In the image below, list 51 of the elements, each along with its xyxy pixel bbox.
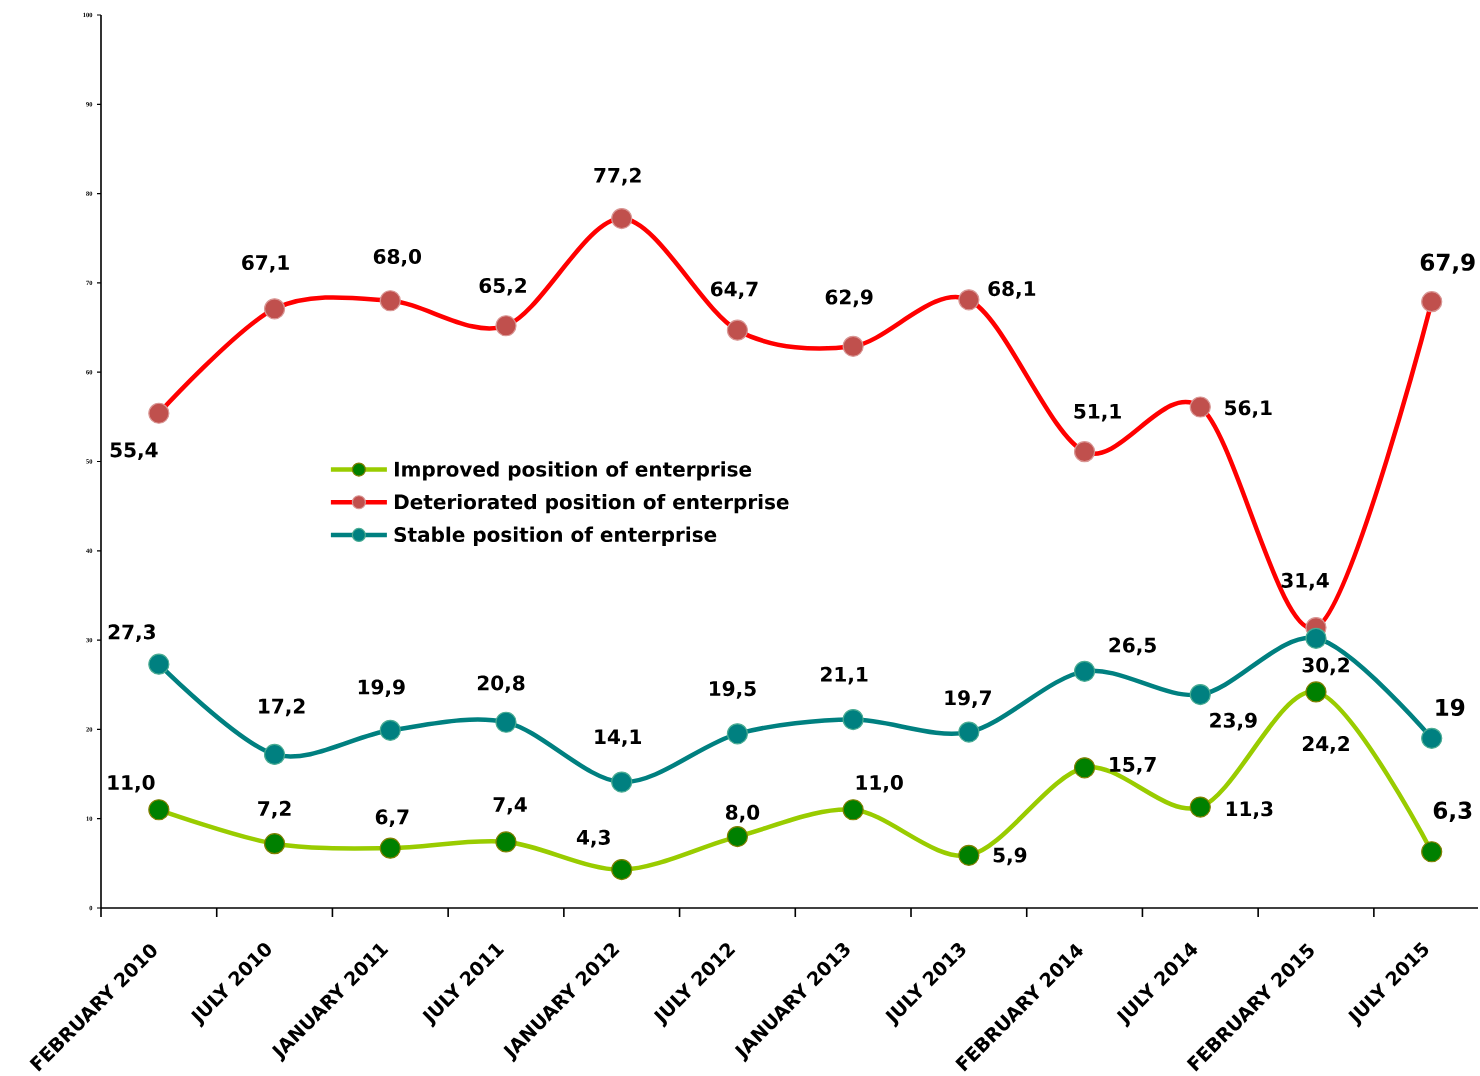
data-label: 15,7 [1110, 757, 1156, 775]
data-label: 68,0 [373, 248, 422, 267]
point [148, 653, 170, 675]
data-label: 11,3 [1226, 801, 1273, 819]
data-label: 68,1 [988, 281, 1036, 299]
data-label: 24,2 [1302, 736, 1349, 754]
data-label: 31,4 [1281, 572, 1329, 591]
data-label: 17,2 [259, 698, 305, 717]
data-label: 7,2 [258, 800, 291, 819]
data-label: 62,9 [825, 289, 873, 308]
point [495, 711, 517, 733]
data-label: 20,8 [477, 675, 525, 694]
data-label: 7,4 [493, 797, 527, 815]
data-label: 14,1 [595, 729, 642, 747]
data-label: 55,4 [110, 442, 158, 460]
data-label: 51,1 [1074, 403, 1121, 422]
point [379, 719, 401, 741]
point [726, 723, 749, 745]
data-label: 19,5 [710, 681, 756, 699]
data-label: 6,7 [375, 809, 409, 827]
data-label: 56,1 [1225, 400, 1272, 418]
data-label: 11,0 [856, 774, 903, 793]
legend-label: Stable position of enterprise [394, 526, 717, 546]
point [263, 743, 286, 765]
point [611, 771, 633, 793]
data-label: 67,1 [242, 254, 289, 273]
point [1189, 683, 1211, 706]
data-label: 19,7 [945, 690, 991, 708]
data-label: 65,2 [479, 277, 526, 296]
data-label: 6,3 [1433, 801, 1472, 822]
data-label: 77,2 [594, 167, 641, 186]
data-label: 19,9 [358, 679, 405, 698]
data-label: 19 [1436, 698, 1465, 717]
data-label: 23,9 [1210, 712, 1257, 731]
data-label: 21,1 [821, 666, 868, 685]
point [842, 708, 864, 731]
point [958, 721, 980, 743]
legend-label: Deteriorated position of enterprise [394, 493, 789, 514]
point [1305, 627, 1327, 649]
point [1073, 660, 1096, 682]
data-label: 4,3 [576, 829, 610, 848]
data-label: 11,0 [108, 774, 155, 793]
data-label: 64,7 [711, 281, 758, 300]
data-label: 27,3 [108, 624, 155, 643]
data-label: 26,5 [1109, 637, 1156, 656]
data-label: 8,0 [725, 804, 760, 823]
point [1421, 727, 1443, 749]
data-label: 30,2 [1302, 657, 1349, 676]
data-label: 5,9 [993, 847, 1027, 866]
data-label: 67,9 [1420, 253, 1475, 274]
legend-label: Improved position of enterprise [394, 461, 752, 481]
